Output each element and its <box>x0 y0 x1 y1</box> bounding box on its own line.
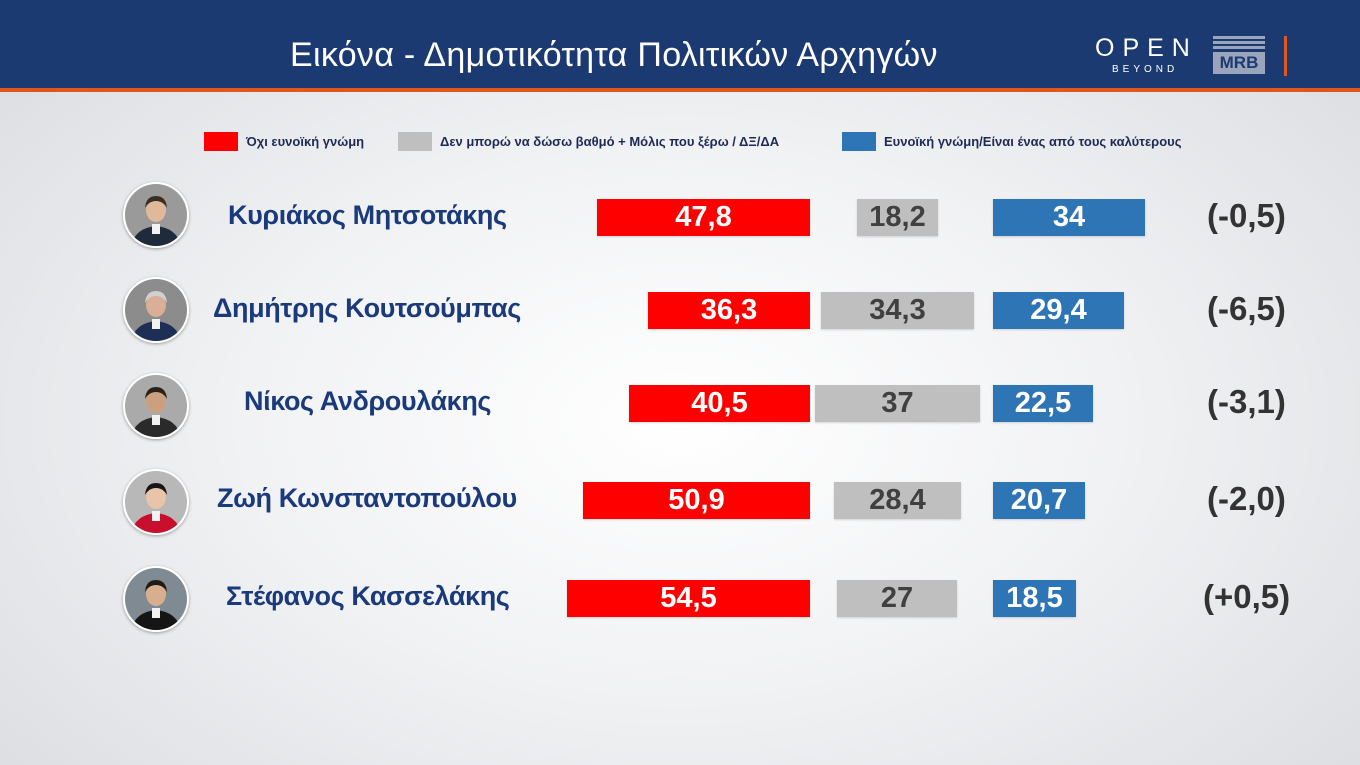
legend-label-negative: Όχι ευνοϊκή γνώμη <box>246 133 365 149</box>
legend-item-positive: Ευνοϊκή γνώμη/Είναι ένας από τους καλύτε… <box>842 130 1181 152</box>
avatar-icon <box>123 373 189 439</box>
leader-name: Στέφανος Κασσελάκης <box>226 581 510 611</box>
bar-neutral <box>857 199 938 236</box>
legend-swatch-positive <box>842 131 876 151</box>
bar-negative <box>583 482 810 519</box>
open-logo-beyond: BEYOND <box>1112 64 1179 75</box>
chart-title: Εικόνα - Δημοτικότητα Πολιτικών Αρχηγών <box>290 36 938 74</box>
leader-name: Νίκος Ανδρουλάκης <box>244 386 492 416</box>
bar-label-negative: 47,8 <box>675 201 732 233</box>
bar-label-neutral: 34,3 <box>869 294 926 326</box>
bar-negative <box>597 199 810 236</box>
legend-swatch-negative <box>204 131 238 151</box>
open-logo: OPEN <box>1095 34 1198 62</box>
leader-name: Κυριάκος Μητσοτάκης <box>228 200 507 230</box>
leader-name: Δημήτρης Κουτσούμπας <box>213 293 521 323</box>
bar-label-positive: 22,5 <box>1014 387 1072 419</box>
bar-positive <box>993 385 1093 422</box>
bar-negative <box>629 385 810 422</box>
change-value: (-2,0) <box>1207 480 1286 517</box>
bar-neutral <box>821 292 974 329</box>
avatar-icon <box>123 469 189 535</box>
bar-label-negative: 50,9 <box>668 484 725 516</box>
legend-item-neutral: Δεν μπορώ να δώσω βαθμό + Μόλις που ξέρω… <box>398 130 779 152</box>
bar-label-neutral: 28,4 <box>869 484 926 516</box>
leader-name: Ζωή Κωνσταντοπούλου <box>217 483 517 513</box>
bar-neutral <box>834 482 961 519</box>
mrb-logo-text: MRB <box>1213 52 1265 74</box>
bar-negative <box>567 580 810 617</box>
header-bar <box>0 0 1360 88</box>
bar-label-positive: 34 <box>1052 201 1086 233</box>
logo-separator <box>1284 36 1287 76</box>
legend-label-neutral: Δεν μπορώ να δώσω βαθμό + Μόλις που ξέρω… <box>440 133 780 149</box>
avatar-icon <box>123 566 189 632</box>
bar-positive <box>993 292 1124 329</box>
change-value: (-0,5) <box>1207 197 1286 234</box>
avatar-icon <box>123 277 189 343</box>
mrb-logo-stripes <box>1213 36 1265 50</box>
bar-positive <box>993 482 1085 519</box>
mrb-logo: MRB <box>1213 36 1265 76</box>
bar-label-positive: 18,5 <box>1006 582 1063 614</box>
bar-label-neutral: 37 <box>881 387 914 419</box>
bar-neutral <box>815 385 980 422</box>
header-accent-stripe <box>0 88 1360 92</box>
bar-label-negative: 36,3 <box>700 294 758 326</box>
legend-label-positive: Ευνοϊκή γνώμη/Είναι ένας από τους καλύτε… <box>884 133 1182 149</box>
change-value: (+0,5) <box>1203 578 1291 615</box>
avatar-icon <box>123 182 189 248</box>
bar-neutral <box>837 580 957 617</box>
bar-negative <box>648 292 810 329</box>
legend-swatch-neutral <box>398 131 432 151</box>
bar-label-negative: 40,5 <box>691 387 748 419</box>
bar-positive <box>993 199 1145 236</box>
bar-label-neutral: 18,2 <box>869 201 926 233</box>
bar-label-positive: 29,4 <box>1030 294 1087 326</box>
change-value: (-6,5) <box>1207 290 1286 327</box>
bar-label-neutral: 27 <box>880 582 914 614</box>
bar-label-positive: 20,7 <box>1010 484 1068 516</box>
change-value: (-3,1) <box>1207 383 1286 420</box>
bar-label-negative: 54,5 <box>660 582 717 614</box>
bar-positive <box>993 580 1076 617</box>
legend-item-negative: Όχι ευνοϊκή γνώμη <box>204 130 364 152</box>
